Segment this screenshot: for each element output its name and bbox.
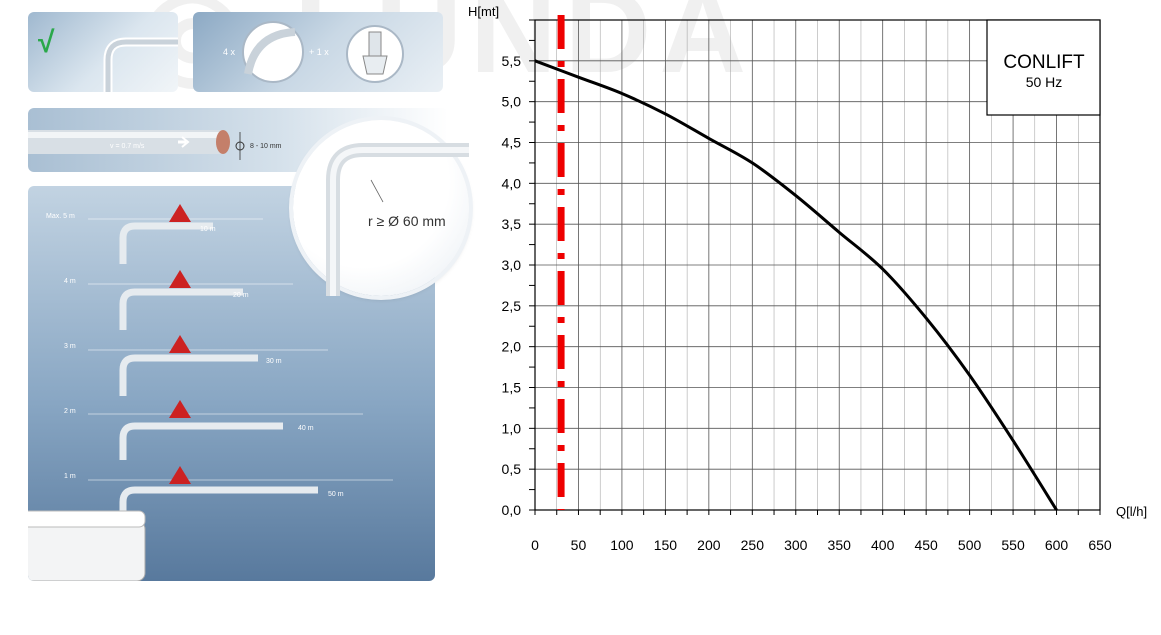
velocity-label: v = 0.7 m/s	[110, 143, 145, 150]
x-tick-label: 550	[1001, 537, 1025, 553]
x-tick-label: 500	[958, 537, 982, 553]
y-tick-label: 1,5	[502, 380, 522, 396]
level-label-2: 4 m	[64, 278, 76, 285]
length-label-4: 40 m	[298, 425, 314, 432]
x-tick-label: 0	[531, 537, 539, 553]
length-label-3: 30 m	[266, 358, 282, 365]
y-axis-label: H[mt]	[468, 4, 499, 19]
level-label-3: 3 m	[64, 343, 76, 350]
length-label-2: 20 m	[233, 292, 249, 299]
correct-bend-panel: √	[28, 12, 178, 92]
fittings-icons	[242, 21, 404, 83]
x-tick-label: 100	[610, 537, 634, 553]
y-tick-label: 0,0	[502, 502, 522, 518]
zoom-bend-icon	[326, 143, 469, 296]
bend-count-label: 4 x	[223, 47, 236, 57]
x-tick-label: 200	[697, 537, 721, 553]
series-line-conlift	[534, 59, 1058, 511]
y-tick-labels: 0,0 0,5 1,0 1,5 2,0 2,5 3,0 3,5 4,0 4,5 5,0 5,5	[502, 53, 522, 518]
level-label-4: 2 m	[64, 408, 76, 415]
bend-pipe-icon	[103, 37, 178, 92]
level-label-5: 1 m	[64, 473, 76, 480]
height-length-drawing	[28, 204, 393, 581]
bend-radius-zoom	[293, 120, 469, 296]
plot-frame	[534, 19, 1101, 511]
legend-title: CONLIFT	[1003, 52, 1085, 73]
x-tick-label: 450	[914, 537, 938, 553]
chart-grid	[529, 19, 1101, 515]
adapter-count-label: + 1 x	[309, 47, 329, 57]
y-tick-label: 4,5	[502, 135, 522, 151]
x-tick-label: 250	[741, 537, 765, 553]
x-tick-label: 50	[571, 537, 587, 553]
y-tick-label: 2,0	[502, 339, 522, 355]
level-label-1: Max. 5 m	[46, 213, 75, 220]
y-tick-label: 5,5	[502, 53, 522, 69]
x-tick-label: 600	[1045, 537, 1069, 553]
length-label-1: 10 m	[200, 226, 216, 233]
y-tick-label: 1,0	[502, 420, 522, 436]
x-tick-label: 150	[654, 537, 678, 553]
diameter-label: 8 - 10 mm	[250, 143, 282, 150]
y-tick-label: 2,5	[502, 298, 522, 314]
x-tick-labels: 0 50 100 150 200 250 300 350 400 450 500 550 600 650	[531, 537, 1112, 553]
x-tick-label: 400	[871, 537, 895, 553]
legend-subtitle: 50 Hz	[1026, 74, 1063, 90]
y-tick-label: 5,0	[502, 94, 522, 110]
straight-pipe-icon	[28, 130, 245, 160]
y-tick-label: 4,0	[502, 175, 522, 191]
y-tick-label: 3,0	[502, 257, 522, 273]
bend-radius-label: r ≥ Ø 60 mm	[368, 213, 446, 229]
length-label-5: 50 m	[328, 491, 344, 498]
legend-box	[986, 19, 1101, 116]
x-axis-label: Q[l/h]	[1116, 504, 1147, 519]
x-tick-label: 650	[1088, 537, 1112, 553]
y-tick-label: 0,5	[502, 461, 522, 477]
x-tick-label: 350	[828, 537, 852, 553]
fittings-panel: 4 x + 1 x	[193, 12, 443, 92]
x-tick-label: 300	[784, 537, 808, 553]
y-tick-label: 3,5	[502, 216, 522, 232]
check-mark-icon: √	[38, 26, 55, 59]
